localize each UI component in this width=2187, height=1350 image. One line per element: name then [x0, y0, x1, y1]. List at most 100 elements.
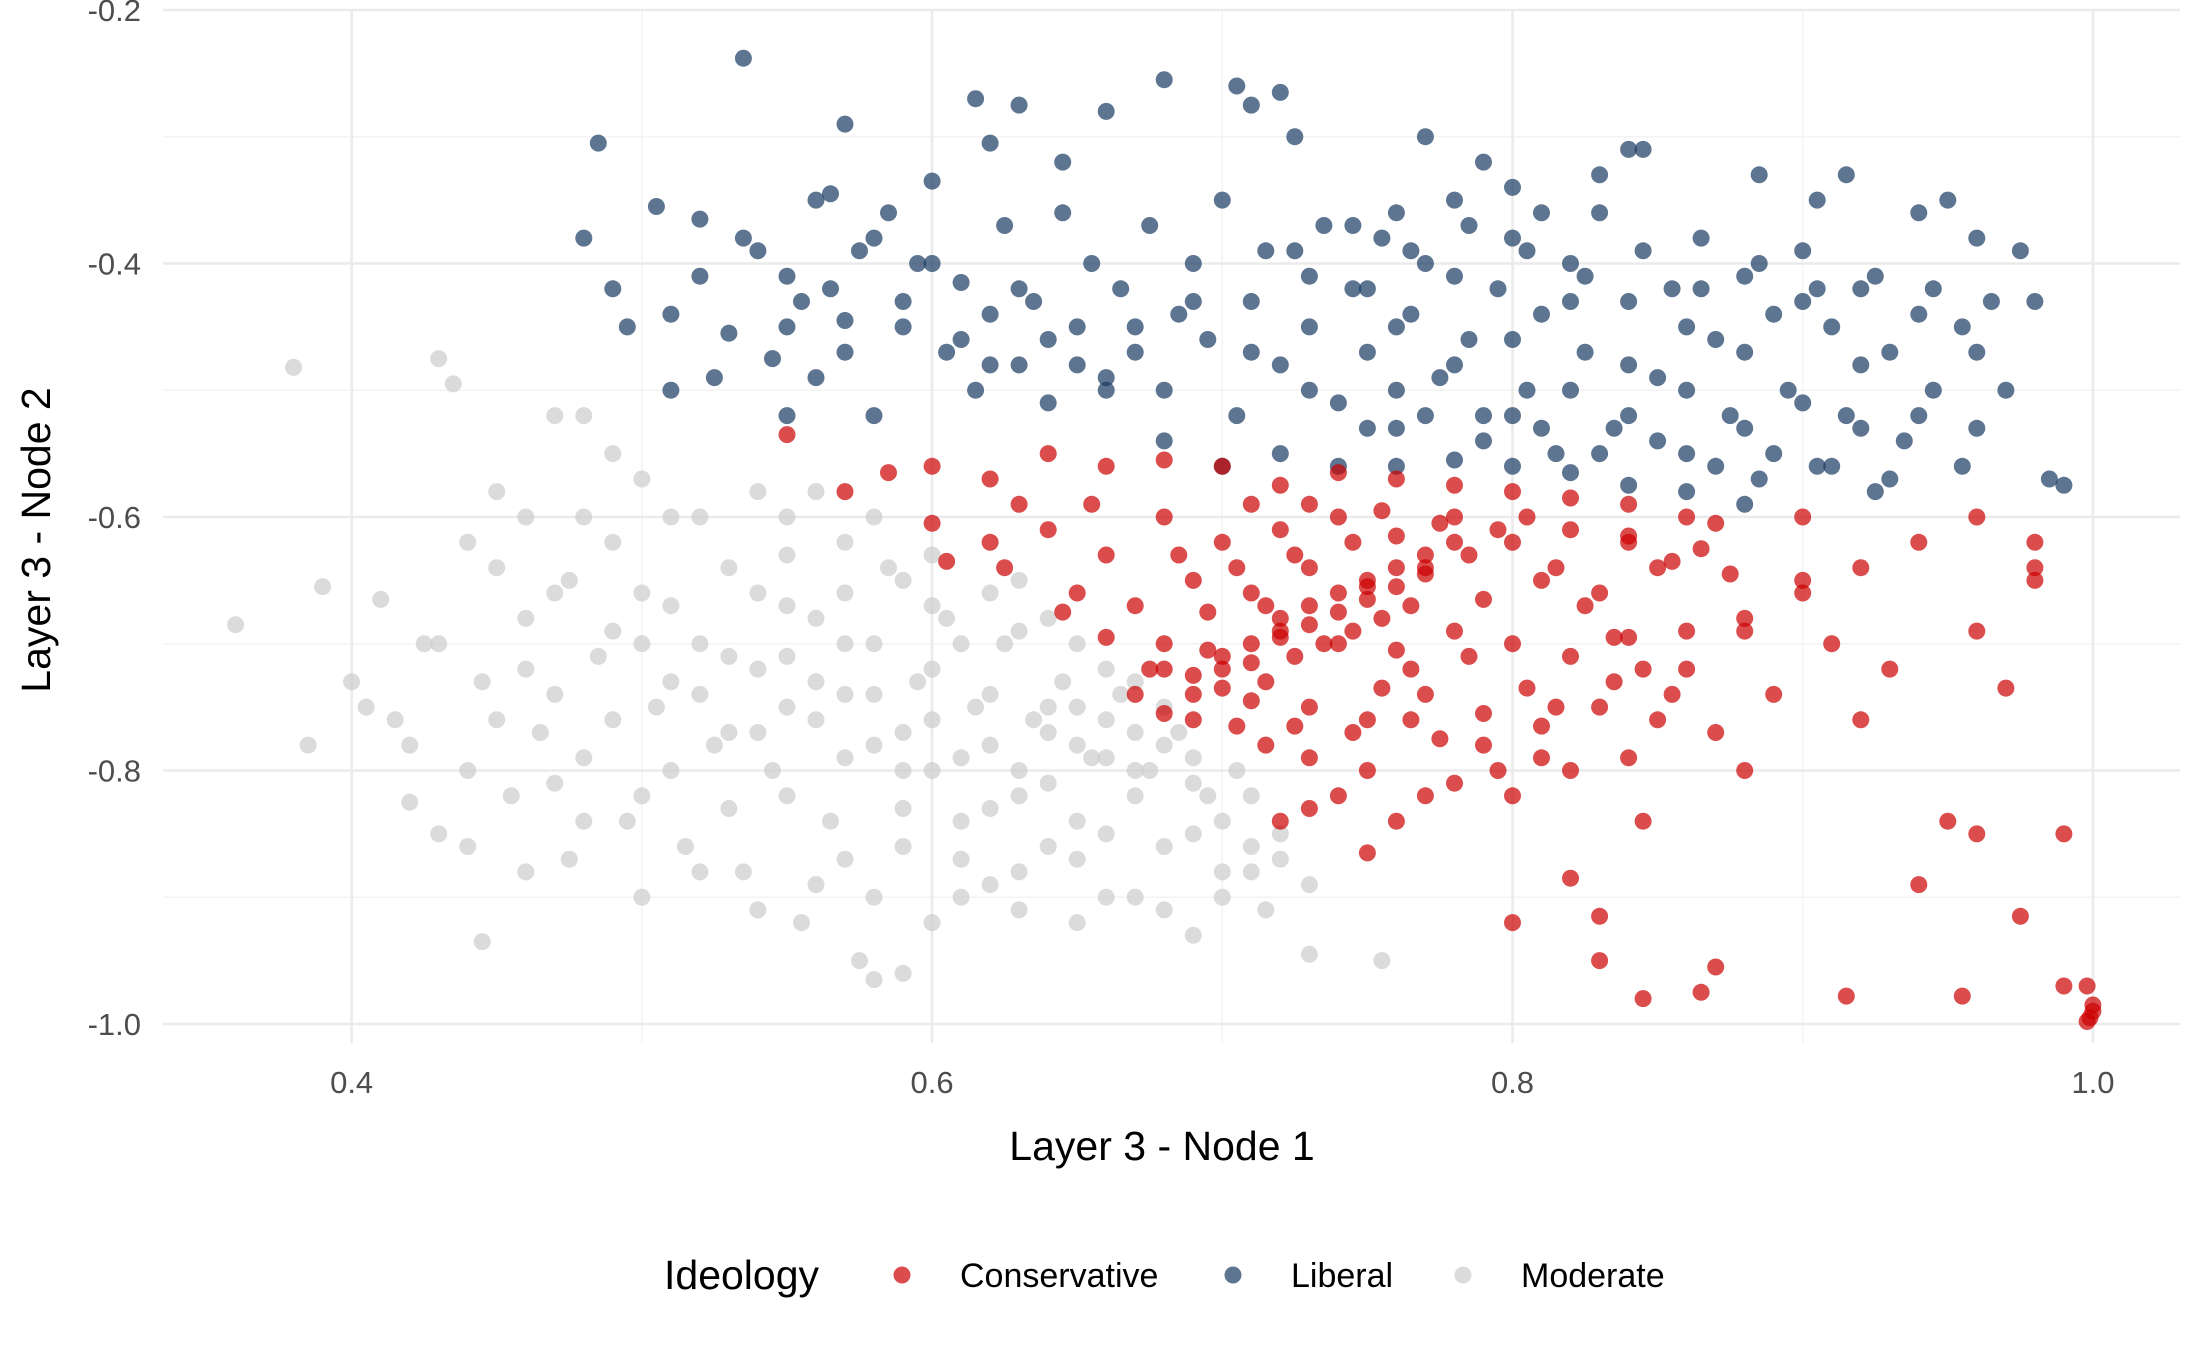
point-liberal: [807, 369, 825, 387]
point-conservative: [1707, 514, 1725, 532]
point-liberal: [1765, 305, 1783, 323]
point-moderate: [1068, 736, 1086, 754]
point-liberal: [1068, 356, 1086, 374]
legend-label-conservative: Conservative: [960, 1257, 1158, 1295]
point-liberal: [1910, 204, 1928, 222]
point-conservative: [1997, 679, 2015, 697]
point-moderate: [575, 812, 593, 830]
point-moderate: [720, 559, 738, 577]
point-moderate: [1184, 774, 1202, 792]
point-conservative: [778, 426, 796, 444]
point-moderate: [894, 762, 912, 779]
point-moderate: [604, 445, 622, 463]
point-conservative: [1271, 521, 1289, 539]
series-conservative: [778, 426, 2102, 1030]
point-conservative: [1039, 521, 1057, 539]
point-liberal: [734, 229, 752, 247]
legend-key-conservative: [893, 1266, 911, 1284]
point-moderate: [981, 584, 999, 602]
point-liberal: [1953, 457, 1971, 475]
point-liberal: [1344, 280, 1362, 298]
point-liberal: [1504, 457, 1521, 475]
point-moderate: [314, 578, 332, 596]
point-conservative: [1271, 812, 1289, 830]
point-moderate: [517, 508, 535, 526]
point-moderate: [1126, 888, 1144, 906]
point-moderate: [749, 584, 767, 602]
point-moderate: [1155, 736, 1173, 754]
point-liberal: [1228, 407, 1246, 425]
point-liberal: [1591, 204, 1609, 222]
point-moderate: [807, 711, 825, 729]
point-liberal: [604, 280, 622, 298]
point-conservative: [1547, 559, 1565, 577]
point-liberal: [1358, 280, 1376, 298]
point-moderate: [1025, 711, 1043, 729]
point-moderate: [546, 774, 564, 792]
point-liberal: [923, 172, 941, 190]
point-conservative: [1199, 641, 1217, 659]
point-liberal: [1678, 318, 1696, 336]
point-liberal: [2055, 476, 2073, 494]
point-liberal: [836, 343, 854, 361]
point-moderate: [836, 749, 854, 767]
point-conservative: [1416, 685, 1434, 703]
point-conservative: [1562, 489, 1579, 507]
point-conservative: [1460, 546, 1478, 564]
legend: Ideology Conservative Liberal Moderate: [664, 1252, 1665, 1298]
point-liberal: [822, 185, 839, 203]
point-liberal: [1184, 255, 1202, 272]
point-moderate: [1126, 673, 1144, 691]
point-moderate: [1039, 609, 1057, 627]
legend-key-liberal: [1224, 1266, 1242, 1284]
data-points: [227, 49, 2102, 1030]
point-conservative: [1939, 812, 1957, 830]
point-conservative: [1358, 571, 1376, 589]
point-liberal: [1054, 153, 1072, 171]
point-conservative: [1155, 508, 1173, 526]
point-moderate: [778, 698, 796, 716]
point-liberal: [1126, 318, 1144, 336]
point-moderate: [1242, 838, 1260, 855]
point-liberal: [1257, 242, 1275, 260]
point-liberal: [1794, 394, 1812, 412]
point-conservative: [1968, 622, 1986, 640]
point-conservative: [1300, 559, 1318, 577]
point-liberal: [1518, 242, 1536, 260]
point-moderate: [1126, 787, 1144, 805]
point-liberal: [1794, 242, 1812, 260]
point-liberal: [2026, 293, 2044, 310]
point-liberal: [1562, 293, 1579, 310]
point-liberal: [1823, 318, 1841, 336]
point-moderate: [1068, 812, 1086, 830]
point-moderate: [575, 508, 593, 526]
point-conservative: [1213, 679, 1231, 697]
point-liberal: [1504, 178, 1521, 196]
point-liberal: [1446, 356, 1463, 374]
point-conservative: [923, 514, 941, 532]
point-conservative: [1533, 749, 1550, 767]
point-liberal: [1155, 381, 1173, 399]
point-liberal: [1692, 280, 1710, 298]
point-conservative: [1489, 762, 1507, 779]
x-tick-label: 0.4: [330, 1065, 373, 1100]
point-conservative: [1155, 635, 1173, 653]
point-conservative: [1126, 685, 1144, 703]
point-liberal: [1910, 305, 1928, 323]
point-moderate: [1242, 863, 1260, 881]
point-liberal: [1707, 331, 1725, 348]
point-moderate: [502, 787, 520, 805]
point-conservative: [1678, 660, 1696, 678]
point-moderate: [822, 812, 839, 830]
point-moderate: [676, 838, 694, 855]
point-conservative: [1591, 698, 1609, 716]
point-conservative: [1881, 660, 1899, 678]
point-liberal: [1750, 166, 1768, 184]
point-moderate: [662, 762, 680, 779]
legend-label-liberal: Liberal: [1291, 1257, 1393, 1295]
point-conservative: [2055, 977, 2073, 995]
point-conservative: [1300, 616, 1318, 634]
y-tick-label: -0.8: [88, 753, 141, 788]
point-moderate: [459, 838, 477, 855]
point-moderate: [473, 673, 491, 691]
